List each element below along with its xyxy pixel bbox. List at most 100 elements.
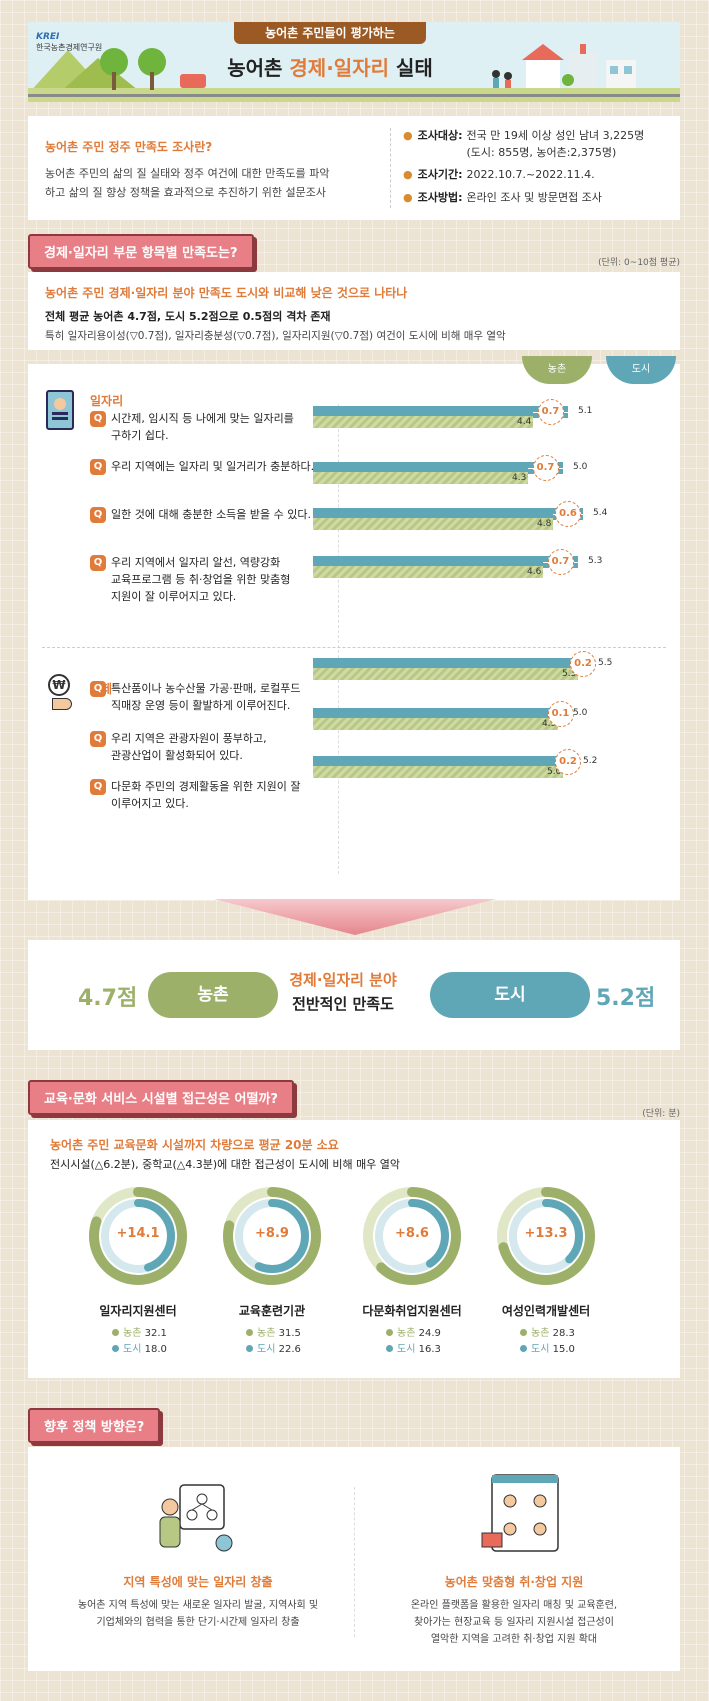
city-value: 5.0 (573, 462, 588, 472)
donut-chart (223, 1187, 321, 1285)
question-item: Q 일한 것에 대해 충분한 소득을 받을 수 있다. (90, 506, 320, 523)
donut-arc-rural (223, 1187, 321, 1285)
donut-diff-value: +8.9 (255, 1226, 289, 1241)
overall-rural-pill: 농촌 (148, 972, 278, 1018)
survey-info-card: 농어촌 주민 정주 만족도 조사란? 농어촌 주민의 삶의 질 실태와 정주 여… (28, 116, 680, 220)
group-divider (42, 647, 666, 648)
survey-target: ● 조사대상: 전국 만 19세 이상 성인 남녀 3,225명 (도시: 855명,… (403, 129, 645, 159)
facility-name: 교육훈련기관 (238, 1304, 306, 1318)
facility-name: 일자리지원센터 (99, 1304, 177, 1318)
policy-left-title: 지역 특성에 맞는 일자리 창출 (123, 1575, 273, 1589)
rural-value: 4.4 (517, 417, 532, 427)
survey-method: ● 조사방법: 온라인 조사 및 방문면접 조사 (403, 190, 602, 204)
q-badge: Q (90, 411, 106, 427)
policy-left-text: 농어촌 지역 특성에 맞는 새로운 일자리 발굴, 지역사회 및 기업체와의 협… (77, 1600, 319, 1628)
section2-label: 교육·문화 서비스 시설별 접근성은 어떨까? (28, 1080, 294, 1115)
section1-headline: 농어촌 주민 경제·일자리 분야 만족도 도시와 비교해 낮은 것으로 나타나 (45, 286, 408, 300)
bar-city (313, 756, 573, 768)
q-badge: Q (90, 681, 106, 697)
gap-value: 0.7 (532, 455, 559, 481)
donut-arc-rural (363, 1187, 461, 1285)
id-card-icon (46, 390, 74, 430)
survey-question: 농어촌 주민 정주 만족도 조사란? (45, 140, 213, 154)
question-text: 시간제, 임시직 등 나에게 맞는 일자리를 구하기 쉽다. (111, 412, 294, 443)
question-text: 다문화 주민의 경제활동을 위한 지원이 잘 이루어지고 있다. (111, 780, 301, 811)
q-badge: Q (90, 731, 106, 747)
q-badge: Q (90, 555, 106, 571)
section2-headline: 농어촌 주민 교육문화 시설까지 차량으로 평균 20분 소요 (50, 1138, 339, 1152)
donut-chart (89, 1187, 187, 1285)
gap-value: 0.7 (547, 549, 574, 575)
bar-rural (313, 518, 553, 530)
page-title: 농어촌 경제·일자리 실태 (227, 56, 433, 80)
question-item: Q 우리 지역에는 일자리 및 일거리가 충분하다. (90, 458, 320, 475)
gap-value: 0.2 (570, 651, 596, 677)
rural-value: 4.8 (537, 519, 552, 529)
card-divider (354, 1487, 355, 1637)
city-value: 5.0 (573, 708, 588, 718)
section1-label: 경제·일자리 부문 항목별 만족도는? (28, 234, 254, 269)
logo: KREI 한국농촌경제연구원 (36, 32, 102, 52)
online-support-icon (481, 1474, 559, 1552)
bar-city (313, 658, 588, 670)
donut-arc-city (509, 1199, 583, 1273)
q-badge: Q (90, 779, 106, 795)
city-value: 5.5 (598, 658, 613, 668)
bar-city (313, 556, 578, 568)
section1-sub2: 특히 일자리용이성(▽0.7점), 일자리충분성(▽0.7점), 일자리지원(▽… (45, 330, 506, 342)
group-label-jobs: 일자리 (90, 394, 124, 408)
bar-city (313, 508, 583, 520)
chart-divider (338, 404, 339, 874)
section3-label: 향후 정책 방향은? (28, 1408, 161, 1443)
section1-summary: 농어촌 주민 경제·일자리 분야 만족도 도시와 비교해 낮은 것으로 나타나 … (28, 272, 680, 350)
facility-legend: 농촌 24.9 도시 16.3 (386, 1326, 441, 1358)
donut-diff-value: +13.3 (524, 1226, 568, 1241)
gap-value: 0.7 (537, 399, 564, 425)
hand-icon (52, 698, 72, 710)
section2-sub: 전시시설(△6.2분), 중학교(△4.3분)에 대한 접근성이 도시에 비해 … (50, 1158, 401, 1171)
question-item: Q 다문화 주민의 경제활동을 위한 지원이 잘 이루어지고 있다. (90, 778, 320, 812)
bar-rural (313, 416, 533, 428)
gap-value: 0.6 (555, 501, 581, 527)
city-value: 5.2 (583, 756, 598, 766)
overall-city-pill: 도시 (430, 972, 590, 1018)
rural-value: 4.3 (512, 473, 527, 483)
question-item: Q 시간제, 임시직 등 나에게 맞는 일자리를 구하기 쉽다. (90, 410, 320, 444)
job-matching-icon (159, 1484, 233, 1552)
bar-rural (313, 718, 558, 730)
accessibility-card: 농어촌 주민 교육문화 시설까지 차량으로 평균 20분 소요 전시시설(△6.… (28, 1120, 680, 1378)
arrow-down-icon (214, 899, 496, 935)
q-badge: Q (90, 459, 106, 475)
bar-rural (313, 668, 578, 680)
city-value: 5.3 (588, 556, 603, 566)
facility-legend: 농촌 31.5 도시 22.6 (246, 1326, 301, 1358)
question-text: 우리 지역에서 일자리 알선, 역량강화 교육프로그램 등 취·창업을 위한 맞… (111, 556, 291, 604)
survey-description: 농어촌 주민의 삶의 질 실태와 정주 여건에 대한 만족도를 파악하고 삶의 … (45, 167, 330, 200)
rural-value: 4.9 (542, 719, 557, 729)
rural-value: 5.3 (562, 669, 577, 679)
bar-rural (313, 566, 543, 578)
legend-city: 도시 (606, 356, 676, 384)
city-value: 5.1 (578, 406, 593, 416)
overall-rural-score: 4.7점 (78, 986, 138, 1011)
question-item: Q 특산품이나 농수산물 가공·판매, 로컬푸드 직매장 운영 등이 활발하게 이… (90, 680, 320, 714)
bar-city (313, 462, 563, 474)
header-banner: KREI 한국농촌경제연구원 농어촌 주민들이 평가하는 농어촌 경제·일자리 … (28, 22, 680, 102)
overall-city-score: 5.2점 (596, 986, 656, 1011)
question-text: 일한 것에 대해 충분한 소득을 받을 수 있다. (111, 508, 312, 521)
facility-name: 다문화취업지원센터 (362, 1304, 462, 1318)
header-illustration (28, 44, 680, 102)
donut-arc-city (235, 1199, 309, 1273)
policy-right-text: 온라인 플랫폼을 활용한 일자리 매칭 및 교육훈련, 찾아가는 현장교육 등 … (410, 1600, 618, 1645)
q-badge: Q (90, 507, 106, 523)
question-text: 우리 지역에는 일자리 및 일거리가 충분하다. (111, 460, 315, 473)
donut-arc-city (101, 1199, 175, 1273)
bar-city (313, 708, 563, 720)
question-text: 우리 지역은 관광자원이 풍부하고, 관광산업이 활성화되어 있다. (111, 732, 267, 763)
rural-value: 4.6 (527, 567, 542, 577)
policy-right-title: 농어촌 맞춤형 취·창업 지원 (444, 1575, 584, 1589)
bar-rural (313, 472, 528, 484)
header-kicker: 농어촌 주민들이 평가하는 (234, 22, 426, 44)
donut-arc-city (375, 1199, 449, 1273)
donut-arc-rural (89, 1187, 187, 1285)
